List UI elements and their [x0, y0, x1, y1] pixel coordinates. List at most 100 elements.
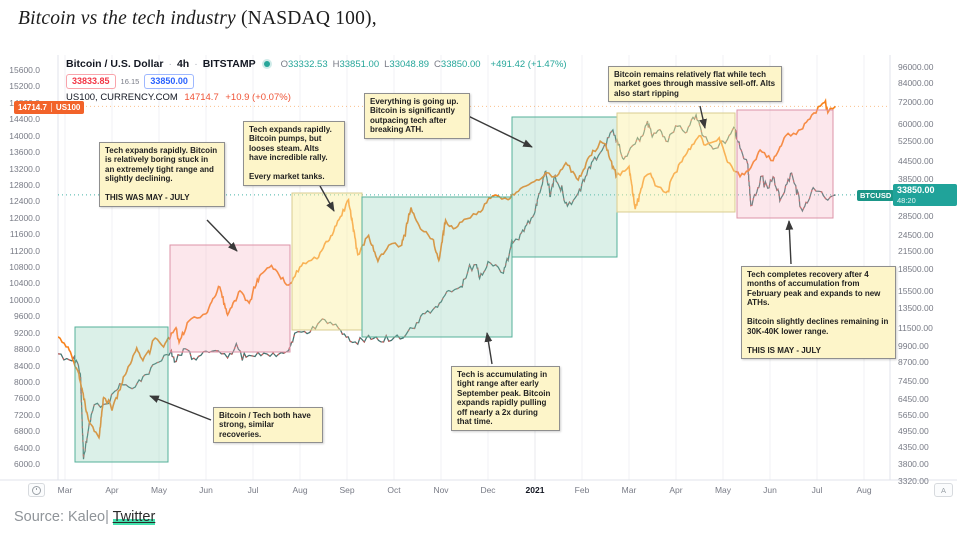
highlight-box-sep-dec-2020-btc-expands[interactable]: [361, 196, 513, 338]
annotation-note-7[interactable]: Tech completes recovery after 4 months o…: [741, 266, 896, 359]
left-axis-tick: 12000.0: [9, 212, 40, 223]
left-axis-tick: 14400.0: [9, 114, 40, 125]
left-axis-tick: 6400.0: [14, 442, 40, 453]
highlight-box-may-jul-2020-btc-flat[interactable]: [169, 244, 291, 353]
left-axis-tick: 10000.0: [9, 294, 40, 305]
annotation-note-2[interactable]: Tech expands rapidly. Bitcoin pumps, but…: [243, 121, 345, 186]
spread-value: 16.15: [120, 77, 140, 86]
source-prefix: Source: Kaleo|: [14, 509, 113, 525]
time-axis-label: Apr: [105, 485, 119, 495]
btcusd-last-price: 33850.00: [897, 185, 935, 195]
right-axis-tick: 28500.00: [898, 211, 934, 222]
compare-symbol-label[interactable]: US100, CURRENCY.COM: [66, 92, 178, 103]
price-axis-left[interactable]: 15600.015200.014800.014400.014000.013600…: [0, 55, 40, 485]
time-axis-label: May: [714, 485, 732, 495]
us100-price-badge: 14714.7 US100: [14, 101, 85, 114]
right-axis-tick: 7450.00: [898, 376, 929, 387]
page-title: Bitcoin vs the tech industry (NASDAQ 100…: [18, 8, 377, 30]
separator: ·: [168, 58, 172, 70]
time-axis-label: Jun: [763, 485, 777, 495]
ohlc-values: O33332.53 H33851.00 L33048.89 C33850.00: [281, 59, 486, 70]
left-axis-tick: 7200.0: [14, 409, 40, 420]
us100-series-line: [58, 97, 837, 440]
right-axis-tick: 44500.00: [898, 156, 934, 167]
high-key: H: [332, 58, 340, 70]
auto-scale-button[interactable]: A: [934, 483, 953, 497]
right-axis-tick: 6450.00: [898, 393, 929, 404]
annotation-arrow: [699, 105, 707, 129]
page-title-italic: Bitcoin vs the tech industry: [18, 8, 236, 29]
right-axis-tick: 24500.00: [898, 229, 934, 240]
left-axis-tick: 13600.0: [9, 147, 40, 158]
time-axis-label: Apr: [669, 485, 683, 495]
highlight-box-mar-may-2021-tech-selloff[interactable]: [616, 112, 736, 213]
left-axis-tick: 12800.0: [9, 179, 40, 190]
time-axis-label: Dec: [480, 485, 496, 495]
time-axis-label: Jul: [247, 485, 259, 495]
left-axis-tick: 14000.0: [9, 130, 40, 141]
bid-button[interactable]: 33833.85: [66, 74, 116, 89]
highlight-box-mar-may-2020-recovery[interactable]: [74, 326, 169, 463]
annotation-arrow: [459, 111, 533, 148]
price-axis-right[interactable]: 96000.00 84000.00 72000.00 60000.00 52500.00…: [898, 55, 957, 486]
left-axis-tick: 8400.0: [14, 360, 40, 371]
right-axis-tick: 15500.00: [898, 285, 934, 296]
clock-icon: [32, 485, 41, 495]
annotation-note-5[interactable]: Tech is accumulating in tight range afte…: [451, 366, 560, 431]
right-axis-tick: 11500.00: [898, 322, 933, 333]
right-axis-tick: 3800.00: [898, 459, 929, 469]
highlight-box-may-jul-2021-tech-recovers[interactable]: [736, 109, 834, 219]
time-axis-label: Aug: [856, 485, 872, 495]
timezone-button[interactable]: [28, 483, 45, 497]
time-axis-label: Jul: [811, 485, 823, 495]
high-value: 33851.00: [339, 58, 380, 70]
left-axis-tick: 10400.0: [9, 278, 40, 289]
right-axis-tick: 84000.00: [898, 78, 934, 88]
symbol-row[interactable]: Bitcoin / U.S. Dollar · 4h · BITSTAMP O3…: [66, 58, 567, 70]
btcusd-price-badge: 33850.00 48:20: [893, 184, 957, 206]
annotation-arrow: [206, 219, 238, 252]
separator: ·: [194, 58, 198, 70]
interval-label[interactable]: 4h: [176, 58, 190, 70]
ask-button[interactable]: 33850.00: [144, 74, 194, 89]
right-axis-tick: 8700.00: [898, 357, 929, 368]
low-value: 33048.89: [389, 58, 430, 70]
right-axis-tick: 38500.00: [898, 174, 934, 184]
us100-badge-symbol: US100: [50, 103, 80, 112]
market-status-icon: [263, 61, 270, 67]
exchange-label: BITSTAMP: [202, 58, 256, 70]
left-axis-tick: 15600.0: [9, 65, 40, 75]
annotation-arrow: [785, 220, 794, 265]
compare-symbol-row[interactable]: US100, CURRENCY.COM 14714.7 +10.9 (+0.07…: [66, 92, 567, 103]
annotation-note-4[interactable]: Bitcoin remains relatively flat while te…: [608, 66, 782, 103]
annotation-note-3[interactable]: Everything is going up. Bitcoin is signi…: [364, 93, 470, 139]
change-value: +491.42 (+1.47%): [490, 58, 567, 70]
time-axis[interactable]: Mar Apr May Jun Jul Aug Sep Oct Nov Dec 2021 Feb Mar…: [0, 480, 957, 500]
time-axis-label: Oct: [387, 485, 401, 495]
time-axis-label: Mar: [621, 485, 637, 495]
left-axis-tick: 13200.0: [9, 163, 40, 174]
right-axis-tick: 5650.00: [898, 410, 929, 421]
left-axis-tick: 6000.0: [14, 459, 40, 469]
source-line: Source: Kaleo| Twitter: [14, 509, 156, 525]
annotation-note-1[interactable]: Tech expands rapidly. Bitcoin is relativ…: [99, 142, 225, 207]
right-axis-tick: 3320.00: [898, 475, 929, 486]
left-axis-tick: 7600.0: [14, 393, 40, 404]
left-axis-tick: 8000.0: [14, 376, 40, 387]
compare-price: 14714.7: [184, 92, 219, 103]
btcusd-symbol-tag: BTCUSD: [857, 190, 895, 201]
left-axis-tick: 6800.0: [14, 426, 40, 437]
time-axis-label: Sep: [339, 485, 355, 495]
left-axis-tick: 8800.0: [14, 344, 40, 355]
open-value: 33332.53: [287, 58, 328, 70]
time-axis-label: Nov: [433, 485, 449, 495]
twitter-link[interactable]: Twitter: [112, 509, 156, 525]
left-axis-tick: 9200.0: [14, 327, 40, 338]
close-value: 33850.00: [440, 58, 481, 70]
left-axis-tick: 9600.0: [14, 311, 40, 322]
highlight-box-dec-feb-2021-everything-up[interactable]: [511, 116, 618, 258]
highlight-box-aug-sep-2020-rally[interactable]: [291, 192, 363, 331]
annotation-note-6[interactable]: Bitcoin / Tech both have strong, similar…: [213, 407, 323, 444]
symbol-title[interactable]: Bitcoin / U.S. Dollar: [66, 58, 164, 70]
